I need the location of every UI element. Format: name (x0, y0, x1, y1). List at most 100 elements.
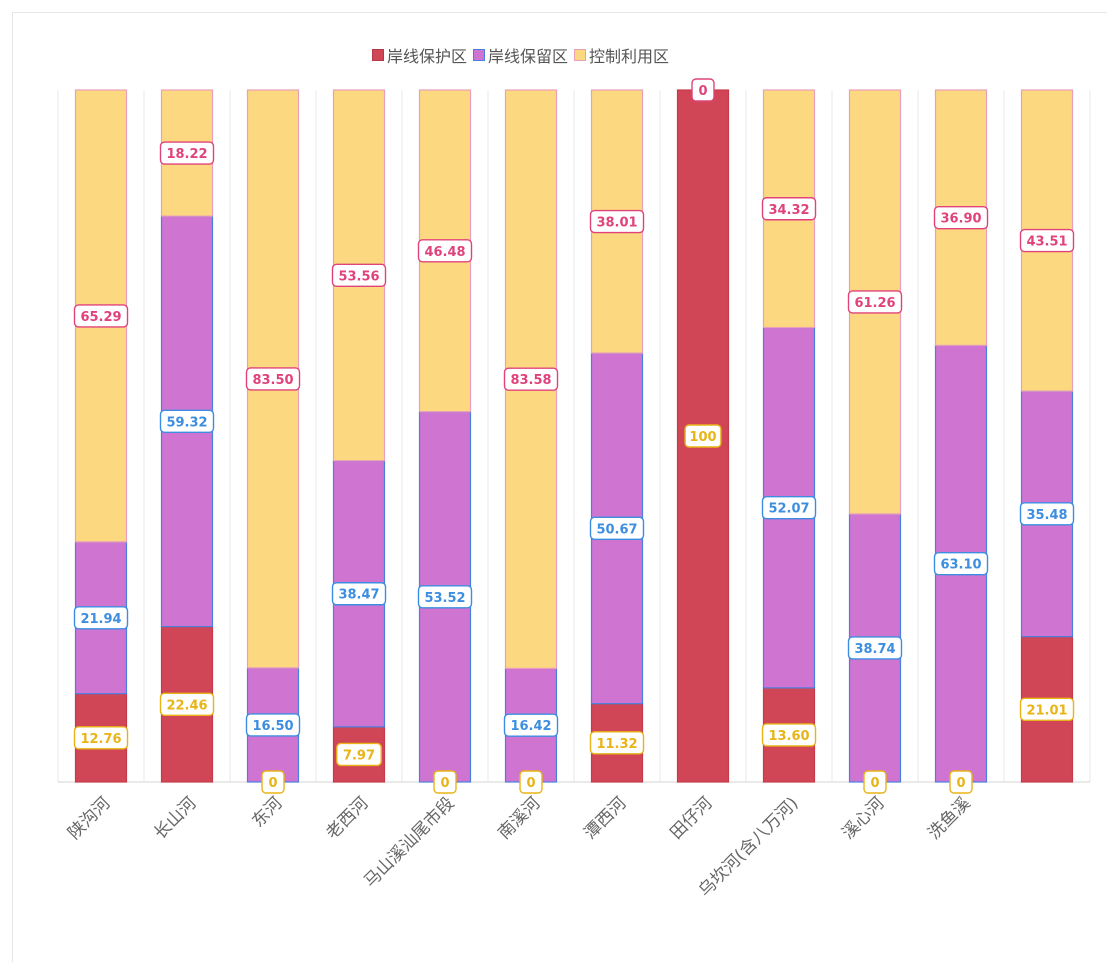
legend-label-protection: 岸线保护区 (387, 47, 468, 66)
data-label-text: 53.52 (424, 591, 465, 606)
data-label: 38.47 (331, 582, 387, 606)
data-label-text: 11.32 (596, 737, 637, 752)
data-label-text: 0 (698, 84, 707, 99)
legend-swatch-protection (372, 49, 384, 61)
data-label-box (1019, 697, 1075, 722)
data-label-box (933, 205, 989, 230)
data-label: 0 (261, 770, 285, 794)
legend-item-protection[interactable]: 岸线保护区 (372, 43, 467, 67)
data-label-text: 0 (268, 776, 277, 791)
x-tick-label: 田仔河 (666, 793, 716, 843)
data-label-text: 35.48 (1026, 508, 1067, 523)
data-label: 12.76 (73, 726, 129, 750)
data-label: 0 (863, 770, 887, 794)
legend-label-controlled-use: 控制利用区 (589, 47, 670, 66)
data-label-box (949, 770, 973, 794)
chart-legend: 岸线保护区 岸线保留区 控制利用区 (372, 44, 675, 66)
data-label-text: 61.26 (854, 296, 895, 311)
data-label: 13.60 (761, 723, 817, 747)
data-label-text: 22.46 (166, 698, 207, 713)
data-label-box (331, 263, 387, 288)
data-label: 38.74 (847, 636, 903, 660)
data-label-text: 16.42 (510, 719, 551, 734)
data-label: 0 (949, 770, 973, 794)
data-label-box (589, 209, 645, 234)
data-label-text: 38.47 (338, 588, 379, 603)
data-label: 36.90 (933, 205, 989, 230)
data-label-box (73, 606, 129, 630)
data-label-text: 36.90 (940, 212, 981, 227)
x-tick-label: 南溪河 (494, 793, 544, 843)
data-label: 100 (684, 424, 722, 448)
data-label-text: 38.01 (596, 216, 637, 231)
data-label: 16.50 (245, 713, 301, 737)
x-tick-label: 溪心河 (838, 793, 888, 843)
data-label-text: 13.60 (768, 729, 809, 744)
data-label: 11.32 (589, 731, 645, 755)
data-label: 52.07 (761, 495, 817, 520)
data-label-text: 0 (870, 776, 879, 791)
data-label-box (519, 770, 543, 794)
data-label-text: 0 (440, 776, 449, 791)
data-label-box (691, 78, 715, 102)
data-label-box (684, 424, 722, 448)
data-label-text: 0 (526, 776, 535, 791)
data-label-box (761, 197, 817, 221)
x-tick-label: 东河 (248, 793, 286, 831)
x-tick-label: 洗鱼溪 (924, 793, 974, 843)
data-label-box (433, 770, 457, 794)
data-label: 21.94 (73, 606, 129, 630)
data-label-text: 16.50 (252, 719, 293, 734)
data-label: 59.32 (159, 409, 215, 434)
legend-swatch-controlled-use (574, 49, 587, 61)
data-label-box (73, 304, 129, 328)
data-label-box (417, 585, 473, 609)
data-label-box (331, 582, 387, 606)
data-label-text: 38.74 (854, 642, 895, 657)
data-label-text: 59.32 (166, 415, 207, 430)
data-label-box (503, 713, 559, 737)
data-label-box (847, 290, 903, 314)
data-label-text: 83.58 (510, 373, 551, 388)
data-label: 0 (433, 770, 457, 794)
data-label-box (336, 742, 382, 767)
data-label: 63.10 (933, 551, 989, 576)
data-label-box (761, 723, 817, 747)
data-label-box (159, 409, 215, 434)
data-label-text: 34.32 (768, 203, 809, 218)
x-tick-label: 老西河 (322, 793, 372, 843)
data-label: 50.67 (589, 516, 645, 541)
data-label-text: 63.10 (940, 558, 981, 573)
data-label-box (245, 713, 301, 737)
data-label-text: 7.97 (343, 748, 375, 763)
legend-item-reserve[interactable]: 岸线保留区 (473, 43, 568, 67)
x-tick-label: 马山溪汕尾市段 (360, 793, 458, 891)
data-label-text: 21.94 (80, 612, 121, 627)
data-label-text: 18.22 (166, 147, 207, 162)
data-label: 34.32 (761, 197, 817, 221)
data-label: 83.58 (503, 367, 559, 391)
data-label: 53.52 (417, 585, 473, 609)
data-label-text: 50.67 (596, 522, 637, 537)
data-label: 61.26 (847, 290, 903, 314)
data-label-text: 65.29 (80, 310, 121, 325)
data-label-box (417, 239, 473, 263)
data-label-box (261, 770, 285, 794)
x-tick-label: 潭西河 (580, 793, 630, 843)
data-label-text: 52.07 (768, 502, 809, 517)
data-label-box (503, 367, 559, 391)
legend-item-controlled-use[interactable]: 控制利用区 (574, 43, 669, 67)
data-label: 35.48 (1019, 502, 1075, 526)
data-label-text: 12.76 (80, 732, 121, 747)
data-label-text: 83.50 (252, 373, 293, 388)
data-label-box (1019, 228, 1075, 253)
data-label: 43.51 (1019, 228, 1075, 253)
data-label: 46.48 (417, 239, 473, 263)
data-label: 65.29 (73, 304, 129, 328)
data-label-box (159, 692, 215, 716)
data-label: 16.42 (503, 713, 559, 737)
data-label: 7.97 (336, 742, 382, 767)
data-label-text: 100 (689, 430, 716, 445)
data-label: 38.01 (589, 209, 645, 234)
